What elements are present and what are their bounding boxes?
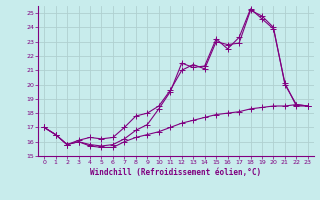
X-axis label: Windchill (Refroidissement éolien,°C): Windchill (Refroidissement éolien,°C) xyxy=(91,168,261,177)
